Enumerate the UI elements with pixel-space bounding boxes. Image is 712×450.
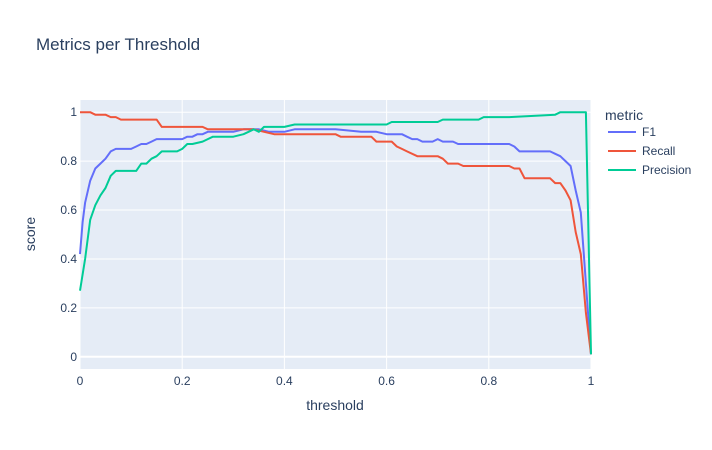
y-tick-label: 0.8	[60, 154, 77, 168]
y-tick-labels: 0 0.2 0.4 0.6 0.8 1	[60, 105, 77, 364]
plot-area	[80, 100, 591, 369]
y-tick-label: 0	[70, 350, 77, 364]
grid-lines	[79, 100, 592, 369]
series-line-precision	[79, 111, 592, 355]
chart-title: Metrics per Threshold	[36, 35, 200, 54]
y-tick-label: 1	[70, 105, 77, 119]
legend-label: Recall	[642, 144, 675, 158]
legend-title: metric	[605, 107, 643, 123]
y-tick-label: 0.6	[60, 203, 77, 217]
legend-label: Precision	[642, 163, 691, 177]
x-tick-label: 1	[588, 374, 595, 388]
legend-label: F1	[642, 125, 656, 139]
y-tick-label: 0.2	[60, 301, 77, 315]
x-tick-label: 0.8	[480, 374, 497, 388]
y-tick-label: 0.4	[60, 252, 77, 266]
legend-item-precision[interactable]: Precision	[608, 163, 691, 177]
y-axis-title: score	[22, 217, 38, 251]
x-tick-label: 0.6	[378, 374, 395, 388]
x-tick-label: 0.4	[276, 374, 293, 388]
x-tick-label: 0.2	[174, 374, 191, 388]
series-lines	[79, 111, 592, 355]
legend[interactable]: metric F1 Recall Precision	[605, 107, 691, 177]
legend-item-f1[interactable]: F1	[608, 125, 656, 139]
x-tick-labels: 0 0.2 0.4 0.6 0.8 1	[77, 374, 595, 388]
x-axis-title: threshold	[306, 397, 364, 413]
legend-item-recall[interactable]: Recall	[608, 144, 675, 158]
series-line-recall	[80, 111, 592, 355]
x-tick-label: 0	[77, 374, 84, 388]
series-line-f1	[79, 128, 592, 355]
